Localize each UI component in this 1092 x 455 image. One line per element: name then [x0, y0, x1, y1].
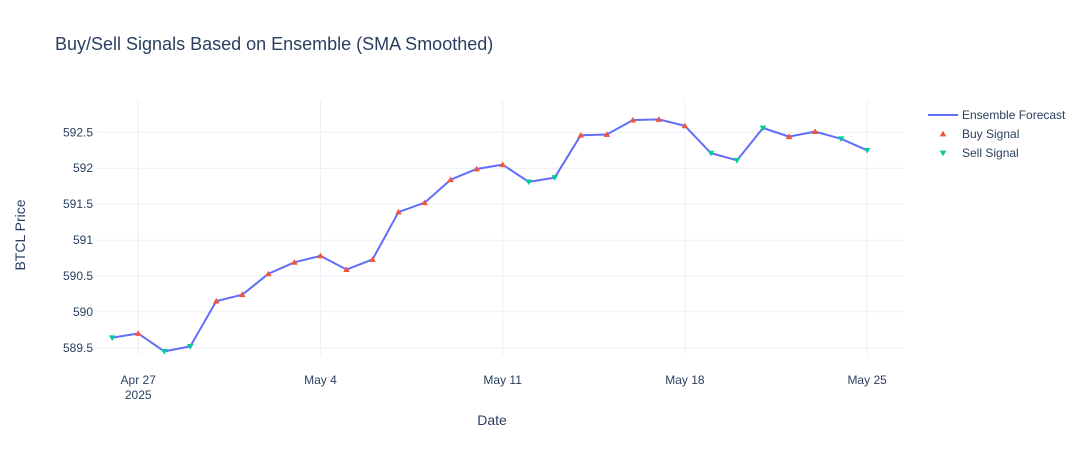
buy-signal-marker: [499, 161, 506, 168]
buy-signal-marker: [577, 131, 585, 138]
buy-signal-marker: [395, 208, 402, 215]
legend-buy-swatch: [939, 130, 947, 137]
y-tick-label: 590.5: [63, 269, 93, 283]
gridlines: [97, 100, 904, 355]
legend-item[interactable]: Buy Signal: [939, 127, 1020, 141]
sell-signal-marker: [733, 157, 741, 164]
sell-signal-marker: [707, 150, 715, 157]
sell-signal-marker: [759, 125, 767, 132]
sell-signal-marker: [186, 343, 194, 350]
sell-signal-marker: [525, 179, 533, 186]
x-tick-label: May 18: [665, 373, 705, 387]
buy-signal-marker: [655, 116, 663, 122]
buy-signal-marker: [811, 128, 819, 135]
legend[interactable]: Ensemble Forecast Buy Signal Sell Signal: [928, 108, 1066, 160]
buy-signal-marker: [473, 165, 480, 172]
buy-signal-marker: [317, 252, 324, 259]
y-tick-label: 591.5: [63, 197, 93, 211]
y-tick-label: 589.5: [63, 341, 93, 355]
x-tick-label: May 4: [304, 373, 337, 387]
sell-signal-marker: [160, 348, 168, 355]
sell-signal-marker: [837, 136, 845, 143]
buy-signal-marker: [629, 116, 637, 123]
buy-signal-marker: [343, 266, 350, 272]
x-axis-title: Date: [477, 412, 507, 428]
buy-signal-marker: [265, 270, 272, 277]
legend-label: Sell Signal: [962, 146, 1019, 160]
buy-signal-marker: [681, 122, 689, 129]
chart-title: Buy/Sell Signals Based on Ensemble (SMA …: [55, 34, 493, 54]
legend-sell-swatch: [939, 150, 947, 157]
legend-label: Buy Signal: [962, 127, 1019, 141]
buy-signal-marker: [213, 297, 220, 304]
buy-signal-marker: [239, 291, 246, 298]
buy-signal-marker: [369, 256, 376, 262]
sell-signal-marker: [863, 147, 871, 154]
legend-label: Ensemble Forecast: [962, 108, 1066, 122]
legend-item[interactable]: Sell Signal: [939, 146, 1019, 160]
y-tick-label: 591: [73, 233, 93, 247]
buy-signal-marker: [421, 199, 428, 206]
x-tick-label: Apr 27: [121, 373, 157, 387]
buy-signal-marker: [134, 330, 142, 336]
y-tick-label: 592: [73, 161, 93, 175]
buy-signal-marker: [447, 176, 454, 183]
sell-signal-marker: [551, 175, 559, 181]
x-tick-label: May 11: [483, 373, 522, 387]
ensemble-forecast-line: [112, 118, 868, 353]
buy-signal-marker: [603, 131, 611, 137]
y-tick-label: 590: [73, 305, 93, 319]
sell-signal-marker: [108, 335, 116, 342]
y-axis-ticks: 589.5 590 590.5 591 591.5 592 592.5: [63, 125, 93, 354]
plot-area: [108, 116, 871, 355]
x-tick-sublabel: 2025: [125, 388, 152, 402]
y-axis-title: BTCL Price: [12, 199, 28, 270]
y-tick-label: 592.5: [63, 125, 93, 139]
buy-signal-marker: [785, 133, 793, 140]
x-tick-label: May 25: [847, 373, 887, 387]
legend-item[interactable]: Ensemble Forecast: [928, 108, 1066, 122]
buy-signal-marker: [291, 259, 298, 265]
